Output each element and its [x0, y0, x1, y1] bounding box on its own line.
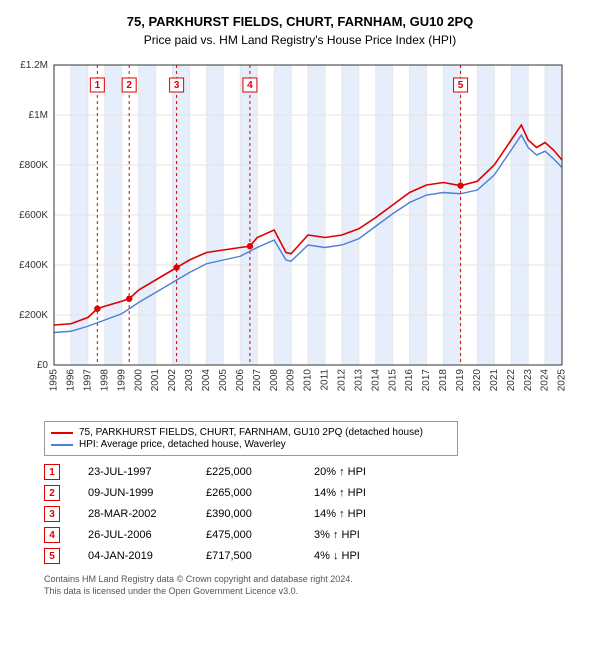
svg-text:3: 3 — [174, 80, 180, 91]
footer-attribution: Contains HM Land Registry data © Crown c… — [44, 574, 590, 597]
svg-text:£1.2M: £1.2M — [20, 60, 48, 71]
chart-title: 75, PARKHURST FIELDS, CHURT, FARNHAM, GU… — [10, 14, 590, 29]
svg-text:2003: 2003 — [184, 369, 195, 392]
svg-text:2005: 2005 — [218, 369, 229, 392]
svg-text:2022: 2022 — [506, 369, 517, 392]
legend-label: 75, PARKHURST FIELDS, CHURT, FARNHAM, GU… — [79, 427, 423, 438]
chart-container: 1995 1996 1997 1998 1999 2000 2001 2002 2003 2004… — [10, 55, 590, 415]
svg-text:2010: 2010 — [303, 369, 314, 392]
transaction-date: 28-MAR-2002 — [88, 508, 178, 520]
svg-text:2024: 2024 — [540, 369, 551, 392]
transaction-date: 09-JUN-1999 — [88, 487, 178, 499]
transaction-diff: 3% ↑ HPI — [314, 529, 394, 541]
svg-text:2015: 2015 — [387, 369, 398, 392]
transaction-row: 1 23-JUL-1997 £225,000 20% ↑ HPI — [44, 464, 590, 480]
svg-text:1998: 1998 — [99, 369, 110, 392]
transaction-badge: 5 — [44, 548, 60, 564]
svg-text:2004: 2004 — [201, 369, 212, 392]
svg-text:£400K: £400K — [19, 260, 48, 271]
transaction-diff: 4% ↓ HPI — [314, 550, 394, 562]
svg-text:2013: 2013 — [353, 369, 364, 392]
svg-text:2006: 2006 — [235, 369, 246, 392]
transaction-price: £265,000 — [206, 487, 286, 499]
transaction-date: 26-JUL-2006 — [88, 529, 178, 541]
svg-text:£800K: £800K — [19, 160, 48, 171]
svg-text:1997: 1997 — [83, 369, 94, 392]
legend-swatch — [51, 432, 73, 434]
svg-text:2023: 2023 — [523, 369, 534, 392]
price-chart: 1995 1996 1997 1998 1999 2000 2001 2002 2003 2004… — [10, 55, 570, 415]
svg-text:2025: 2025 — [557, 369, 568, 392]
svg-text:2007: 2007 — [252, 369, 263, 392]
svg-text:£0: £0 — [37, 360, 49, 371]
svg-text:2020: 2020 — [472, 369, 483, 392]
svg-text:2009: 2009 — [286, 369, 297, 392]
legend: 75, PARKHURST FIELDS, CHURT, FARNHAM, GU… — [44, 421, 458, 456]
svg-text:1995: 1995 — [49, 369, 60, 392]
svg-text:2000: 2000 — [133, 369, 144, 392]
svg-text:2014: 2014 — [370, 369, 381, 392]
svg-text:£200K: £200K — [19, 310, 48, 321]
svg-text:5: 5 — [458, 80, 464, 91]
footer-line: This data is licensed under the Open Gov… — [44, 586, 590, 598]
chart-subtitle: Price paid vs. HM Land Registry's House … — [10, 33, 590, 47]
transaction-date: 23-JUL-1997 — [88, 466, 178, 478]
svg-text:£1M: £1M — [29, 110, 48, 121]
transaction-badge: 3 — [44, 506, 60, 522]
transaction-diff: 14% ↑ HPI — [314, 487, 394, 499]
svg-text:2021: 2021 — [489, 369, 500, 392]
transaction-badge: 1 — [44, 464, 60, 480]
legend-item: HPI: Average price, detached house, Wave… — [51, 439, 451, 450]
svg-text:2: 2 — [126, 80, 132, 91]
svg-text:4: 4 — [247, 80, 253, 91]
transaction-date: 04-JAN-2019 — [88, 550, 178, 562]
svg-text:2018: 2018 — [438, 369, 449, 392]
transaction-row: 2 09-JUN-1999 £265,000 14% ↑ HPI — [44, 485, 590, 501]
transaction-table: 1 23-JUL-1997 £225,000 20% ↑ HPI 2 09-JUN-199… — [44, 464, 590, 564]
transaction-price: £717,500 — [206, 550, 286, 562]
transaction-badge: 2 — [44, 485, 60, 501]
transaction-diff: 20% ↑ HPI — [314, 466, 394, 478]
svg-text:2017: 2017 — [421, 369, 432, 392]
transaction-diff: 14% ↑ HPI — [314, 508, 394, 520]
svg-text:2002: 2002 — [167, 369, 178, 392]
transaction-row: 4 26-JUL-2006 £475,000 3% ↑ HPI — [44, 527, 590, 543]
transaction-badge: 4 — [44, 527, 60, 543]
transaction-price: £475,000 — [206, 529, 286, 541]
svg-text:2011: 2011 — [320, 369, 331, 391]
svg-text:1996: 1996 — [66, 369, 77, 392]
svg-text:1: 1 — [95, 80, 101, 91]
svg-text:1999: 1999 — [116, 369, 127, 392]
svg-text:2016: 2016 — [404, 369, 415, 392]
transaction-price: £390,000 — [206, 508, 286, 520]
legend-swatch — [51, 444, 73, 446]
svg-text:2008: 2008 — [269, 369, 280, 392]
legend-label: HPI: Average price, detached house, Wave… — [79, 439, 286, 450]
transaction-price: £225,000 — [206, 466, 286, 478]
svg-text:2019: 2019 — [455, 369, 466, 392]
svg-text:£600K: £600K — [19, 210, 48, 221]
svg-text:2001: 2001 — [150, 369, 161, 392]
transaction-row: 5 04-JAN-2019 £717,500 4% ↓ HPI — [44, 548, 590, 564]
svg-text:2012: 2012 — [337, 369, 348, 392]
footer-line: Contains HM Land Registry data © Crown c… — [44, 574, 590, 586]
transaction-row: 3 28-MAR-2002 £390,000 14% ↑ HPI — [44, 506, 590, 522]
legend-item: 75, PARKHURST FIELDS, CHURT, FARNHAM, GU… — [51, 427, 451, 438]
